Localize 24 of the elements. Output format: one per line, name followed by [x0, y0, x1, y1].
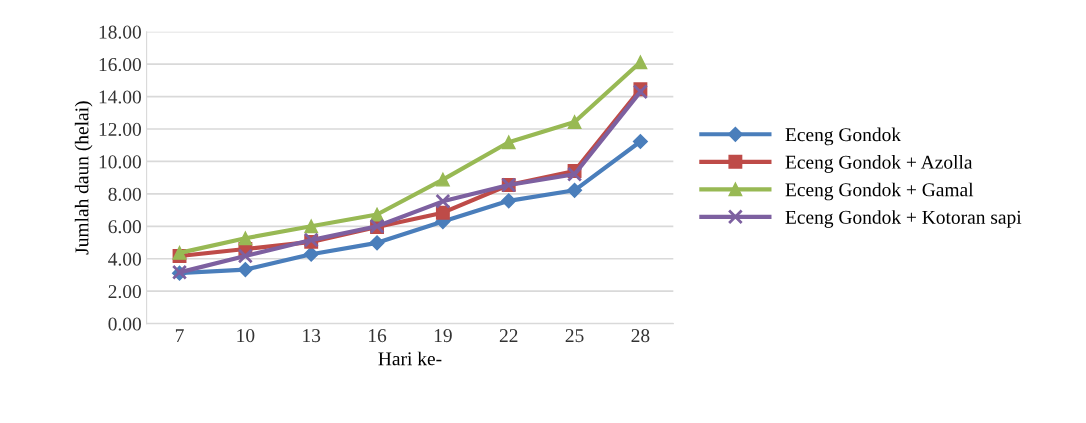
- x-tick-label: 16: [369, 329, 387, 343]
- x-tick-label: 25: [565, 329, 584, 343]
- x-axis-title: Hari ke-: [378, 351, 442, 366]
- legend-label: Eceng Gondok + Azolla: [785, 155, 973, 173]
- x-tick-label: 13: [303, 329, 321, 343]
- y-tick-label: 6.00: [108, 220, 142, 234]
- x-tick-label: 10: [237, 329, 255, 343]
- y-tick-label: 14.00: [99, 90, 142, 104]
- y-tick-label: 8.00: [108, 187, 142, 201]
- x-tick-label: 28: [631, 329, 650, 343]
- y-tick-label: 4.00: [108, 252, 142, 266]
- y-tick-label: 12.00: [99, 122, 142, 137]
- y-tick-label: 0.00: [108, 317, 142, 331]
- legend-label: Eceng Gondok: [785, 127, 902, 146]
- x-tick-label: 7: [175, 329, 184, 342]
- y-axis-title: Jumlah daun (helai): [74, 101, 93, 255]
- x-tick-label: 22: [499, 329, 518, 342]
- y-tick-label: 16.00: [99, 57, 142, 72]
- y-tick-label: 10.00: [99, 155, 142, 169]
- y-tick-label: 18.00: [99, 25, 142, 39]
- legend-label: Eceng Gondok + Gamal: [785, 182, 974, 201]
- legend-label: Eceng Gondok + Kotoran sapi: [785, 210, 1022, 228]
- x-tick-label: 19: [434, 329, 452, 343]
- y-tick-label: 2.00: [108, 284, 142, 299]
